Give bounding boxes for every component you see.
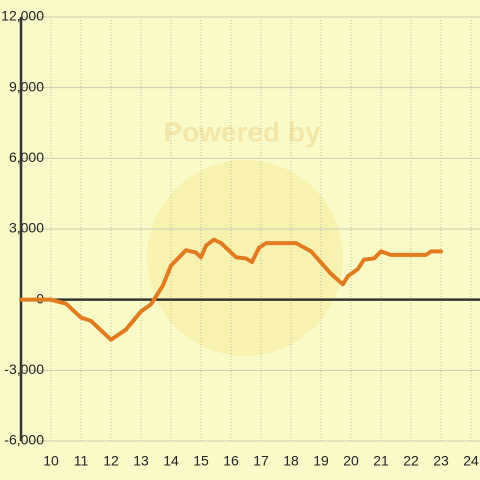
x-tick-label: 22	[403, 453, 419, 469]
watermark: Powered by	[163, 116, 321, 147]
x-tick-label: 14	[163, 453, 179, 469]
y-tick-label: 6,000	[9, 149, 44, 165]
x-tick-label: 20	[343, 453, 359, 469]
x-tick-label: 15	[193, 453, 209, 469]
x-tick-label: 18	[283, 453, 299, 469]
y-tick-label: 9,000	[9, 78, 44, 94]
x-tick-label: 23	[433, 453, 449, 469]
data-line	[19, 237, 443, 342]
x-tick-label: 11	[74, 453, 89, 469]
x-tick-label: 10	[43, 453, 59, 469]
y-tick-label: 12,000	[1, 8, 44, 24]
x-tick-label: 21	[373, 453, 389, 469]
y-tick-label: 3,000	[9, 220, 44, 236]
y-tick-label: -3,000	[4, 361, 44, 377]
x-tick-label: 17	[253, 453, 269, 469]
y-tick-label: -6,000	[4, 432, 44, 448]
x-tick-label: 12	[103, 453, 119, 469]
x-tick-label: 24	[463, 453, 479, 469]
x-tick-label: 16	[223, 453, 239, 469]
x-tick-label: 19	[313, 453, 329, 469]
x-tick-label: 13	[133, 453, 149, 469]
